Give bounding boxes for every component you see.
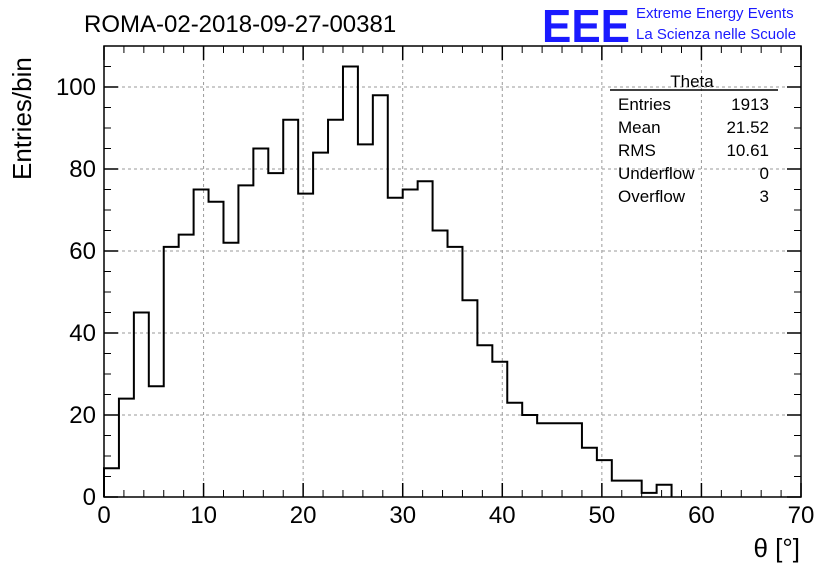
histogram-bin bbox=[164, 247, 179, 497]
logo-letters: EEE bbox=[542, 0, 630, 52]
x-tick-label: 10 bbox=[190, 502, 217, 529]
histogram-bin bbox=[343, 67, 358, 498]
histogram-bin bbox=[179, 235, 194, 497]
histogram-bin bbox=[537, 423, 552, 497]
histogram-bin bbox=[433, 231, 448, 498]
histogram-bin bbox=[462, 300, 477, 497]
stats-box-title: Theta bbox=[670, 72, 714, 91]
histogram-bin bbox=[552, 423, 567, 497]
y-tick-label: 60 bbox=[69, 238, 96, 265]
stats-value-entries: 1913 bbox=[731, 95, 769, 114]
stats-label-entries: Entries bbox=[618, 95, 671, 114]
histogram-bin bbox=[522, 415, 537, 497]
histogram-bin bbox=[418, 181, 433, 497]
histogram-bin bbox=[298, 194, 313, 497]
x-tick-labels: 0 10 20 30 40 50 60 70 bbox=[97, 502, 814, 529]
stats-row: Mean 21.52 bbox=[618, 118, 769, 137]
y-tick-label: 40 bbox=[69, 320, 96, 347]
histogram-bin bbox=[492, 362, 507, 497]
y-tick-label: 100 bbox=[56, 74, 96, 101]
histogram-bin bbox=[194, 190, 209, 498]
y-tick-label: 80 bbox=[69, 156, 96, 183]
x-tick-label: 20 bbox=[290, 502, 317, 529]
histogram-bin bbox=[268, 173, 283, 497]
histogram-step-line bbox=[103, 65, 673, 497]
x-tick-label: 30 bbox=[389, 502, 416, 529]
histogram-bin bbox=[223, 243, 238, 497]
histogram-bin bbox=[388, 198, 403, 497]
stats-row: Entries 1913 bbox=[618, 95, 769, 114]
plot-frame bbox=[103, 45, 802, 498]
stats-label-underflow: Underflow bbox=[618, 164, 695, 183]
stats-row: Overflow 3 bbox=[618, 187, 769, 206]
histogram-bin bbox=[358, 144, 373, 497]
eee-logo: EEE Extreme Energy Events La Scienza nel… bbox=[542, 0, 796, 52]
histogram-bin bbox=[313, 153, 328, 497]
histogram-bin bbox=[238, 185, 253, 497]
stats-label-rms: RMS bbox=[618, 141, 656, 160]
logo-line-2: La Scienza nelle Scuole bbox=[636, 26, 796, 43]
histogram-bin bbox=[403, 190, 418, 498]
x-tick-label: 50 bbox=[589, 502, 616, 529]
histogram-bin bbox=[507, 403, 522, 497]
stats-label-mean: Mean bbox=[618, 118, 661, 137]
x-tick-label: 60 bbox=[688, 502, 715, 529]
y-tick-labels: 0 20 40 60 80 100 bbox=[56, 74, 96, 511]
histogram-bin bbox=[134, 313, 149, 498]
stats-value-overflow: 3 bbox=[760, 187, 769, 206]
x-axis-title: θ [°] bbox=[753, 533, 800, 563]
histogram-bin bbox=[612, 481, 627, 497]
histogram-bin bbox=[627, 481, 642, 497]
histogram-bin bbox=[119, 399, 134, 497]
stats-label-overflow: Overflow bbox=[618, 187, 686, 206]
histogram-bin bbox=[448, 247, 463, 497]
y-axis-title: Entries/bin bbox=[7, 57, 37, 180]
histogram-bin bbox=[283, 120, 298, 497]
x-tick-label: 0 bbox=[97, 502, 110, 529]
stats-value-rms: 10.61 bbox=[726, 141, 769, 160]
y-tick-label: 20 bbox=[69, 402, 96, 429]
histogram-bin bbox=[373, 95, 388, 497]
logo-line-1: Extreme Energy Events bbox=[636, 5, 794, 22]
histogram-bin bbox=[567, 423, 582, 497]
stats-value-mean: 21.52 bbox=[726, 118, 769, 137]
stats-box: Theta Entries 1913 Mean 21.52 RMS 10.61 … bbox=[610, 72, 778, 206]
stats-value-underflow: 0 bbox=[760, 164, 769, 183]
x-tick-label: 40 bbox=[489, 502, 516, 529]
histogram-bin bbox=[149, 386, 164, 497]
histogram-bin bbox=[253, 149, 268, 498]
histogram-bin bbox=[209, 202, 224, 497]
histogram-bin bbox=[104, 468, 119, 497]
histogram-bin bbox=[477, 345, 492, 497]
histogram-bin bbox=[328, 120, 343, 497]
stats-row: Underflow 0 bbox=[618, 164, 769, 183]
y-tick-label: 0 bbox=[83, 484, 96, 511]
histogram-bin bbox=[657, 485, 672, 497]
grid-lines bbox=[104, 46, 801, 497]
stats-row: RMS 10.61 bbox=[618, 141, 769, 160]
histogram-bin bbox=[597, 460, 612, 497]
x-tick-label: 70 bbox=[788, 502, 815, 529]
run-title: ROMA-02-2018-09-27-00381 bbox=[84, 11, 396, 38]
histogram-bin bbox=[582, 448, 597, 497]
